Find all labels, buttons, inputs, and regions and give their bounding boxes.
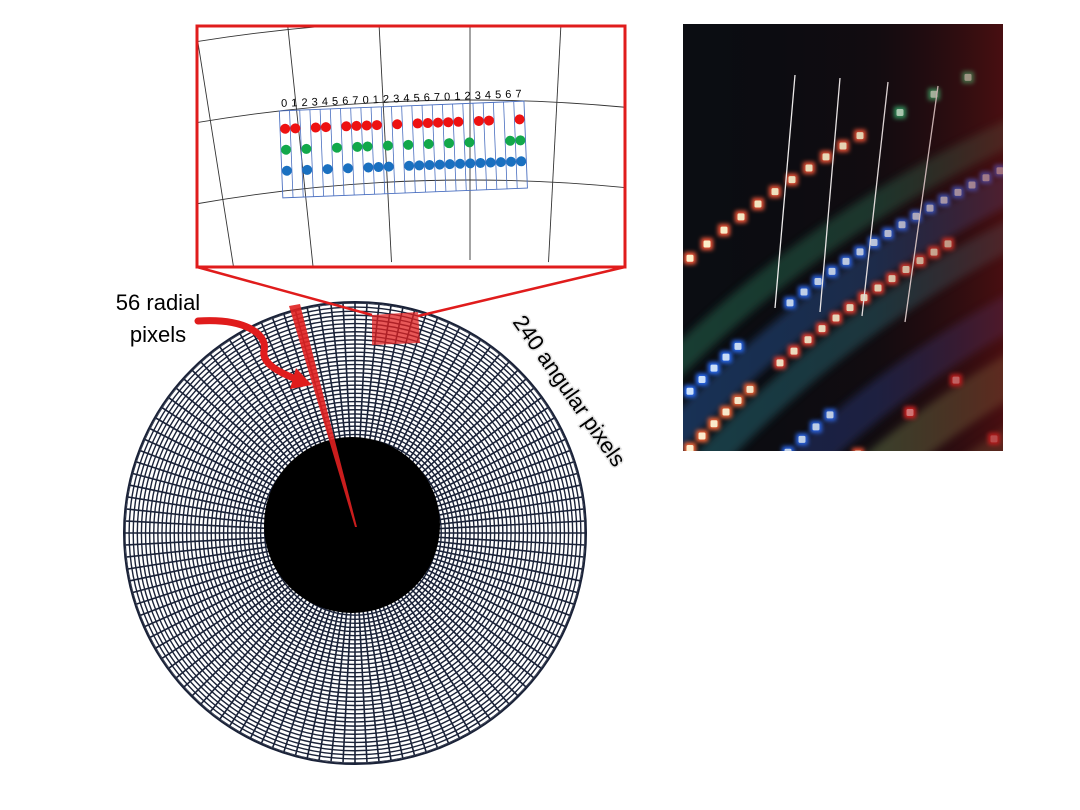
led-dot [433, 117, 444, 128]
led-dot [483, 115, 494, 126]
led-dot [373, 162, 384, 173]
column-index-label: 3 [393, 93, 400, 105]
led-dot [362, 141, 373, 152]
led-dot [475, 157, 486, 168]
led-dot [392, 119, 403, 130]
zoom-connector-left [196, 265, 373, 317]
arrow-head [290, 368, 312, 389]
led-dot [281, 165, 292, 176]
led-dot [516, 156, 527, 167]
column-index-label: 1 [291, 97, 298, 109]
column-index-label: 4 [403, 93, 410, 105]
led-dot [434, 159, 445, 170]
led-dot [515, 135, 526, 146]
column-index-label: 5 [413, 92, 420, 104]
column-index-label: 5 [332, 96, 339, 108]
led-dot [465, 158, 476, 169]
column-index-label: 1 [373, 94, 380, 106]
led-dot [473, 115, 484, 126]
led-dot [341, 121, 352, 132]
column-index-label: 0 [362, 94, 369, 106]
column-index-label: 7 [352, 95, 359, 107]
led-dot [403, 139, 414, 150]
column-index-label: 4 [322, 96, 329, 108]
led-dot [412, 118, 423, 129]
led-dot [383, 161, 394, 172]
column-index-label: 0 [444, 91, 451, 103]
led-dot [352, 141, 363, 152]
led-dot [453, 116, 464, 127]
zoom-inset-border [195, 24, 627, 269]
column-index-label: 2 [301, 97, 308, 109]
polar-pixel-disk [123, 301, 587, 765]
column-index-label: 2 [383, 94, 390, 106]
led-dot [310, 122, 321, 133]
led-dot [514, 114, 525, 125]
column-index-label: 4 [485, 89, 492, 101]
column-index-label: 1 [454, 91, 461, 103]
led-dot [423, 139, 434, 150]
column-index-label: 7 [515, 88, 522, 100]
curved-arrow-icon [194, 317, 300, 383]
led-dot [301, 143, 312, 154]
led-dot [371, 120, 382, 131]
led-dot [414, 160, 425, 171]
led-dot [302, 164, 313, 175]
led-dot [322, 164, 333, 175]
led-dot [424, 159, 435, 170]
led-dot [444, 138, 455, 149]
led-dot [404, 160, 415, 171]
led-photo [683, 24, 1003, 451]
column-index-label: 7 [434, 92, 441, 104]
led-dot [455, 158, 466, 169]
column-index-label: 5 [495, 89, 502, 101]
column-index-label: 6 [424, 92, 431, 104]
column-index-label: 0 [281, 98, 288, 110]
led-dot [505, 135, 516, 146]
led-dot [331, 142, 342, 153]
led-dot [444, 159, 455, 170]
zoom-connector-right [417, 265, 626, 318]
disk-center [264, 437, 440, 613]
led-dot [351, 120, 362, 131]
column-index-label: 3 [311, 96, 318, 108]
radial-label-line1: 56 radial [116, 290, 200, 315]
column-index-label: 6 [505, 89, 512, 101]
column-index-label: 3 [474, 90, 481, 102]
radial-pixels-label: 56 radial pixels [116, 290, 200, 347]
disk-grid [125, 303, 585, 763]
led-dot [506, 156, 517, 167]
led-dot [280, 144, 291, 155]
led-dot [290, 123, 301, 134]
highlighted-radial-strip [289, 304, 357, 527]
led-dot [422, 118, 433, 129]
led-dot [320, 122, 331, 133]
led-dot [495, 157, 506, 168]
highlighted-block [372, 312, 420, 345]
led-dot [280, 123, 291, 134]
led-dot [342, 163, 353, 174]
led-dot [382, 140, 393, 151]
column-index-label: 6 [342, 95, 349, 107]
led-dot [485, 157, 496, 168]
led-dot [464, 137, 475, 148]
radial-label-line2: pixels [130, 322, 186, 347]
column-index-label: 2 [464, 90, 471, 102]
led-dot [361, 120, 372, 131]
led-dot [443, 117, 454, 128]
led-dot [363, 162, 374, 173]
